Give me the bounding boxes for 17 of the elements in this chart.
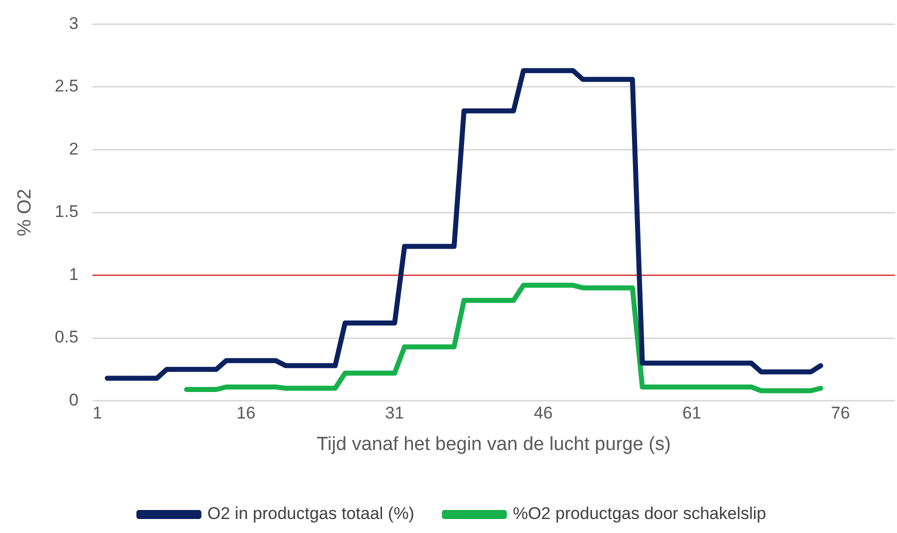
y-tick-label: 0.5 xyxy=(54,328,78,347)
y-tick-label: 0 xyxy=(68,390,78,410)
x-tick-label: 46 xyxy=(534,404,553,423)
legend-label: O2 in productgas totaal (%) xyxy=(207,504,414,524)
x-tick-label: 61 xyxy=(682,404,702,423)
y-axis-title: % O2 xyxy=(14,188,36,236)
x-tick-label: 1 xyxy=(92,404,102,423)
x-axis-title: Tijd vanaf het begin van de lucht purge (s) xyxy=(316,434,671,455)
x-tick-label: 76 xyxy=(831,404,850,423)
y-tick-label: 2.5 xyxy=(54,76,78,96)
y-tick-label: 2 xyxy=(68,139,78,158)
x-tick-label: 31 xyxy=(385,404,404,423)
y-tick-label: 1.5 xyxy=(54,202,78,222)
legend-label: %O2 productgas door schakelslip xyxy=(512,504,766,524)
y-tick-label: 3 xyxy=(68,14,78,33)
x-tick-label: 16 xyxy=(236,404,256,423)
y-tick-label: 1 xyxy=(68,264,78,284)
